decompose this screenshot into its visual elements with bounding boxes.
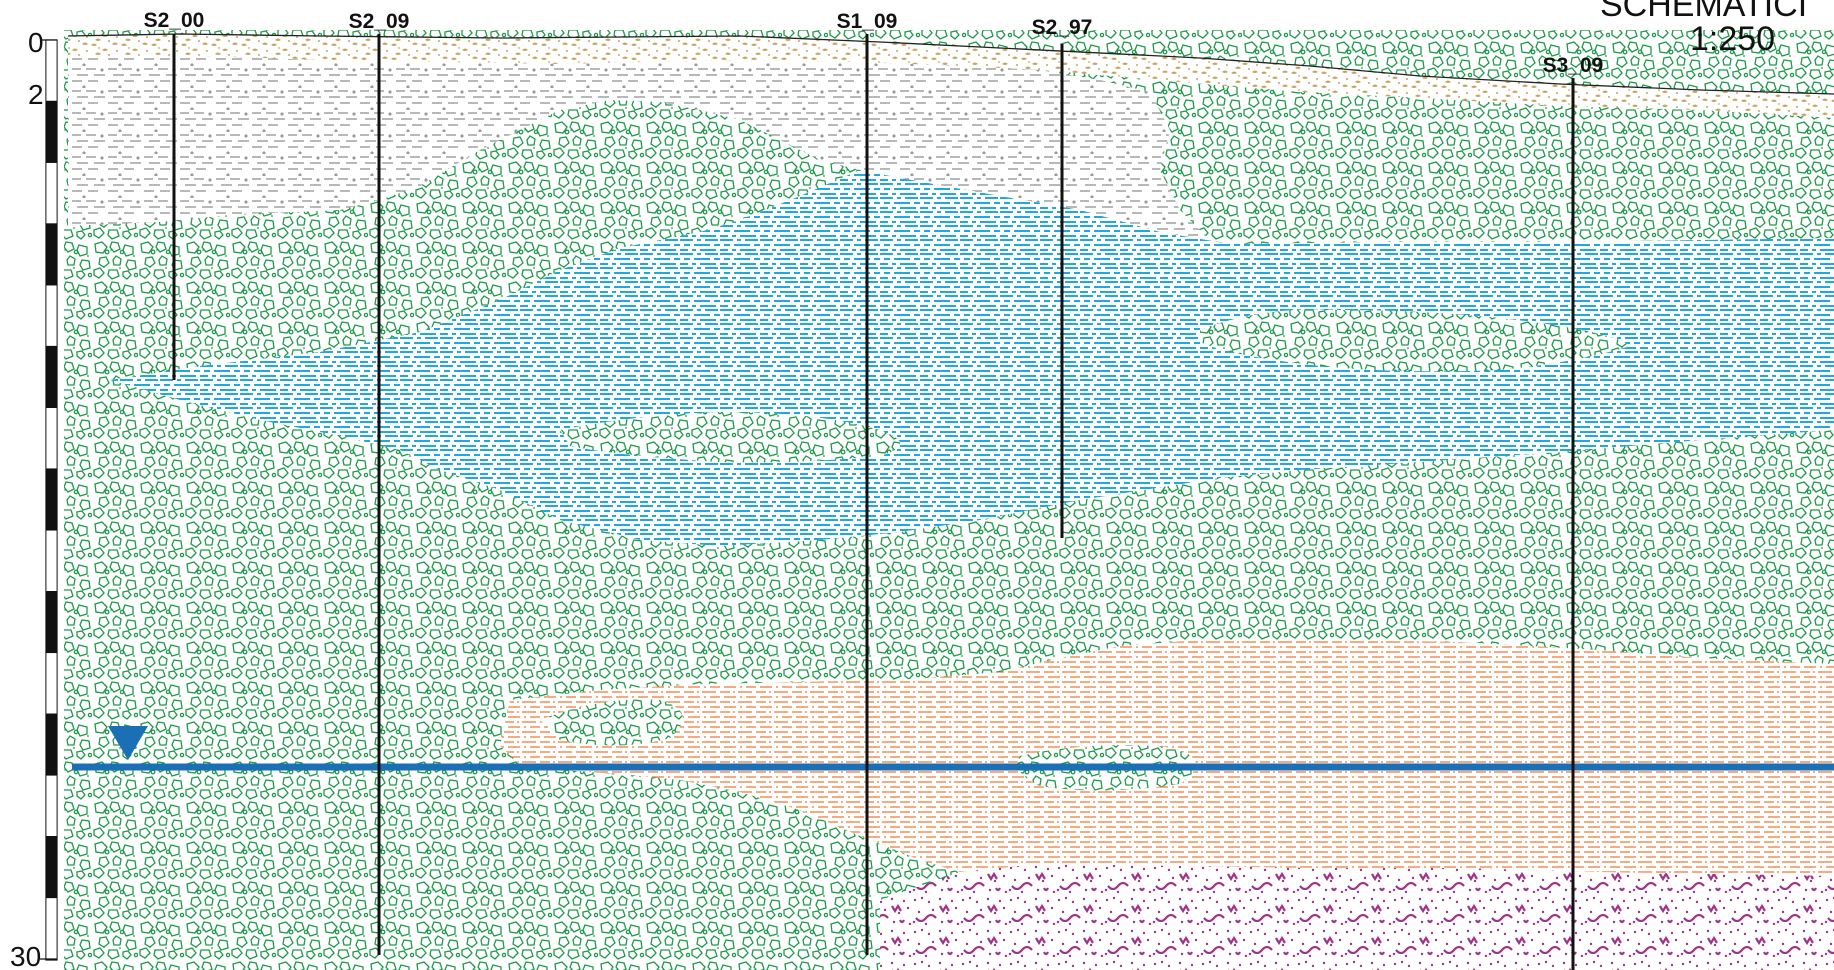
depth-label-2: 2 <box>28 79 44 110</box>
borehole-s3-09[interactable]: S3_09 <box>1543 54 1604 970</box>
gravel-lens-mid <box>560 412 900 463</box>
depth-label-0: 0 <box>28 27 44 58</box>
layer-silty-clay <box>68 56 1210 240</box>
depth-label-30: 30 <box>10 941 41 970</box>
section-title: SCHEMATICI <box>1600 0 1807 24</box>
depth-scale-segment <box>45 223 58 286</box>
borehole-s1-09[interactable]: S1_09 <box>837 10 898 955</box>
depth-scale-segment <box>45 100 58 163</box>
borehole-s2-00[interactable]: S2_00 <box>144 9 205 380</box>
borehole-label: S2_00 <box>144 9 205 32</box>
depth-scale-segment <box>45 591 58 654</box>
borehole-label: S2_97 <box>1032 16 1093 39</box>
depth-scale-segment <box>45 345 58 409</box>
depth-scale-bar: 0 2 30 <box>10 27 58 970</box>
depth-scale-segment <box>45 39 58 102</box>
depth-scale-segment <box>45 284 58 347</box>
depth-scale-segment <box>45 713 58 776</box>
depth-scale-segment <box>45 836 58 899</box>
borehole-s2-09[interactable]: S2_09 <box>349 10 410 955</box>
depth-scale-segment <box>45 897 58 960</box>
borehole-s2-97[interactable]: S2_97 <box>1032 16 1093 538</box>
borehole-label: S2_09 <box>349 10 410 33</box>
layer-topsoil <box>68 34 1834 118</box>
layer-bedrock <box>880 864 1834 970</box>
depth-scale-segment <box>45 652 58 715</box>
water-table-icon <box>108 726 148 760</box>
depth-scale-segment <box>45 529 58 592</box>
borehole-label: S3_09 <box>1543 54 1604 77</box>
depth-scale-segment <box>45 774 58 837</box>
ground-surface-line <box>67 33 1834 95</box>
borehole-label: S1_09 <box>837 10 898 33</box>
layer-silt-upper <box>110 170 1834 546</box>
depth-scale-segment <box>45 162 58 225</box>
gravel-lens-upper <box>1200 309 1630 372</box>
depth-scale-segment <box>45 468 58 531</box>
depth-scale-segment <box>45 407 58 470</box>
section-scale: 1:250 <box>1690 20 1775 58</box>
